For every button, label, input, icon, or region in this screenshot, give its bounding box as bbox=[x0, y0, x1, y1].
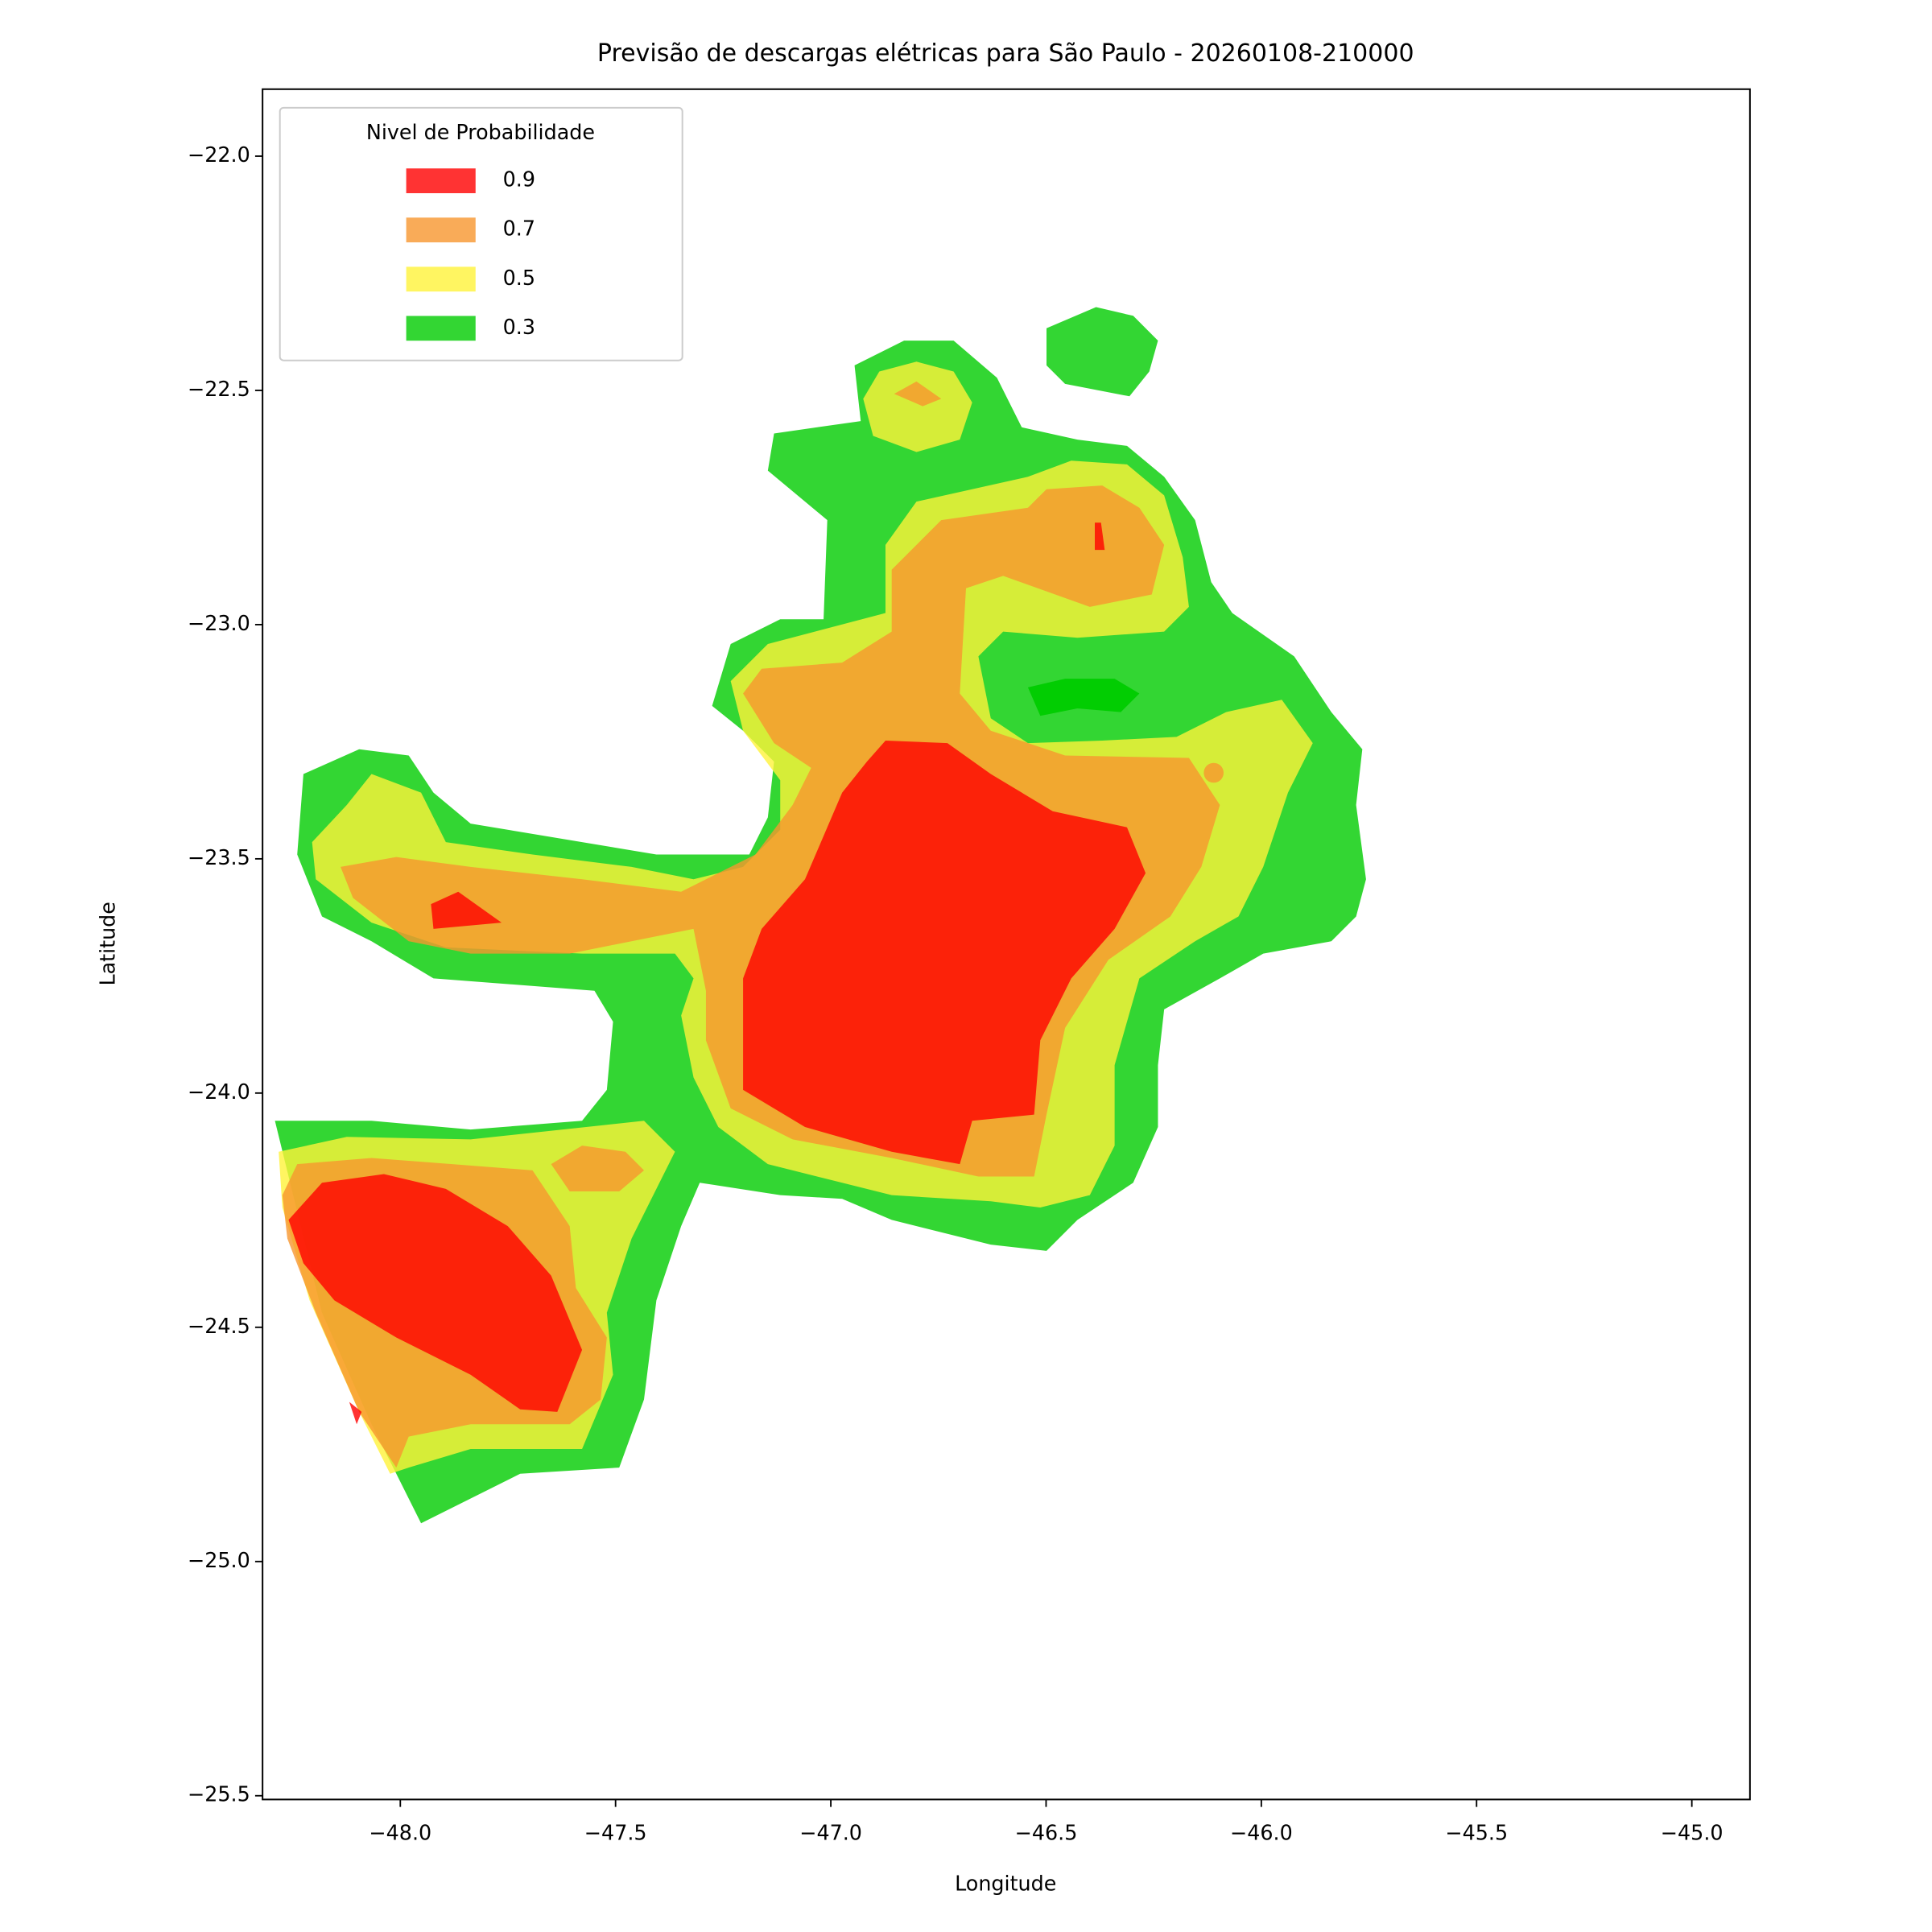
y-axis-label: Latitude bbox=[95, 902, 119, 985]
legend-label: 0.7 bbox=[503, 217, 535, 241]
contour-region bbox=[1027, 679, 1140, 716]
x-tick-label: −47.5 bbox=[584, 1820, 647, 1844]
contour-region bbox=[1046, 307, 1158, 397]
plot-frame bbox=[262, 88, 1751, 1801]
legend-label: 0.5 bbox=[503, 266, 535, 290]
x-tick-label: −46.0 bbox=[1230, 1820, 1293, 1844]
legend-label: 0.3 bbox=[503, 315, 535, 339]
contour-region bbox=[894, 381, 942, 407]
x-tick-label: −48.0 bbox=[369, 1820, 431, 1844]
legend-swatch bbox=[406, 316, 476, 341]
contour-region bbox=[288, 1174, 583, 1412]
y-tick-label: −23.0 bbox=[188, 611, 250, 635]
contour-region bbox=[431, 891, 502, 929]
contour-region bbox=[1203, 762, 1224, 783]
x-tick-label: −46.5 bbox=[1015, 1820, 1078, 1844]
x-tick-label: −47.0 bbox=[799, 1820, 862, 1844]
legend-swatch bbox=[406, 168, 476, 193]
contour-area bbox=[275, 307, 1366, 1524]
y-tick-label: −22.5 bbox=[188, 377, 250, 401]
x-tick-label: −45.0 bbox=[1661, 1820, 1724, 1844]
x-axis-label: Longitude bbox=[955, 1872, 1056, 1896]
y-tick-label: −25.0 bbox=[188, 1548, 250, 1572]
y-tick-label: −24.0 bbox=[188, 1080, 250, 1104]
x-tick-label: −45.5 bbox=[1445, 1820, 1508, 1844]
y-tick-label: −24.5 bbox=[188, 1314, 250, 1338]
contour-region bbox=[863, 361, 972, 452]
contour-region bbox=[1095, 522, 1105, 551]
legend-box bbox=[279, 106, 683, 361]
legend: Nivel de Probabilidade 0.9 0.7 0.5 0.3 bbox=[279, 106, 683, 361]
legend-label: 0.9 bbox=[503, 167, 535, 192]
y-tick-label: −25.5 bbox=[188, 1782, 250, 1806]
contour-region bbox=[551, 1146, 644, 1191]
contour-region bbox=[743, 741, 1146, 1165]
y-tick-label: −23.5 bbox=[188, 845, 250, 869]
y-tick-label: −22.0 bbox=[188, 142, 250, 167]
chart-title: Previsão de descargas elétricas para São… bbox=[597, 39, 1414, 68]
legend-swatch bbox=[406, 217, 476, 243]
legend-title: Nivel de Probabilidade bbox=[366, 120, 595, 144]
contour-region bbox=[349, 1402, 362, 1425]
legend-swatch bbox=[406, 266, 476, 292]
